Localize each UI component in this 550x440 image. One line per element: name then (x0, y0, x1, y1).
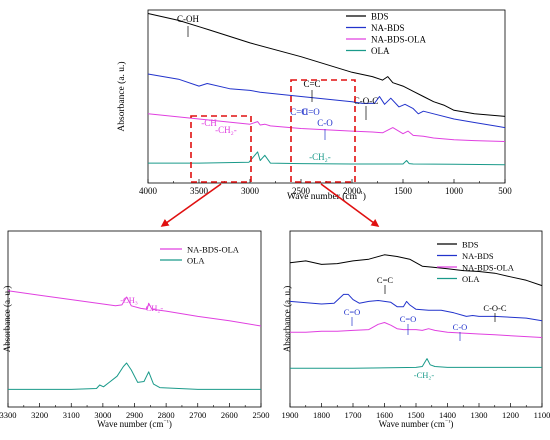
zoom-arrow-right (320, 183, 380, 227)
peak-annotation: C=O (400, 314, 417, 324)
x-tick-label: 1000 (445, 186, 464, 196)
x-tick-label: 1500 (394, 186, 413, 196)
peak-annotation: C=O (302, 107, 320, 117)
x-tick-label: 3200 (31, 410, 48, 420)
x-axis-label: Wave number (cm⁻¹) (97, 419, 172, 429)
legend-label: OLA (187, 255, 205, 265)
peak-annotation: C-OH (177, 14, 199, 24)
legend-label: BDS (371, 11, 389, 21)
chart-bottom-right-panel: 1900 1800 1700 1600 1500 1400 1300 1200 1100 Wave… (282, 230, 550, 429)
x-tick-label: 2600 (221, 410, 238, 420)
legend-label: BDS (462, 239, 479, 249)
x-tick-label: 3000 (241, 186, 260, 196)
x-tick-label: 1600 (376, 410, 393, 420)
x-tick-label: 500 (498, 186, 512, 196)
legend-label: NA-BDS-OLA (371, 34, 426, 44)
series-line-bds (289, 254, 543, 287)
series-line-ola (8, 362, 261, 390)
x-axis-label: Wave number (cm⁻¹) (287, 190, 366, 202)
peak-annotation: -CH (201, 118, 217, 128)
peak-annotation: -CH₃ (120, 295, 138, 305)
series-line-na-bds (147, 73, 506, 129)
x-tick-label: 3100 (63, 410, 80, 420)
legend-label: NA-BDS-OLA (462, 262, 515, 272)
x-tick-label: 2500 (292, 186, 311, 196)
x-tick-label: 1500 (408, 410, 425, 420)
peak-annotation: C-O (317, 118, 333, 128)
x-tick-label: 2000 (343, 186, 362, 196)
y-axis-label: Absorbance (a. u.) (282, 286, 292, 352)
peak-annotation: C=C (377, 275, 393, 285)
peak-annotation: -CH₂- (215, 125, 237, 135)
x-axis-label: Wave number (cm⁻¹) (379, 419, 454, 429)
y-axis-label: Absorbance (a. u.) (116, 61, 127, 131)
peak-annotation: C-O-C (354, 96, 379, 106)
peak-annotation: -CH₂- (414, 370, 435, 380)
legend-label: NA-BDS (371, 23, 405, 33)
x-tick-label: 1900 (282, 410, 299, 420)
x-tick-label: 1800 (313, 410, 330, 420)
peak-annotation: -CH₂- (309, 152, 331, 162)
series-line-na-bds-ola (7, 290, 262, 327)
legend-label: OLA (462, 274, 480, 284)
peak-annotation: -CH₂- (143, 303, 164, 313)
x-tick-label: 2900 (126, 410, 143, 420)
series-line-na-bds (289, 293, 543, 322)
peak-annotation: C-O-C (483, 303, 506, 313)
series-line-na-bds-ola (147, 113, 506, 142)
x-tick-label: 1100 (534, 410, 550, 420)
x-tick-label: 4000 (139, 186, 158, 196)
x-tick-label: 2700 (189, 410, 206, 420)
peak-annotation: C=C (303, 79, 320, 89)
legend-label: OLA (371, 46, 390, 56)
x-tick-label: 3000 (94, 410, 111, 420)
zoom-arrow-left (160, 183, 222, 227)
x-tick-label: 3500 (190, 186, 209, 196)
zoom-box-carbonyl-region (290, 79, 356, 183)
x-tick-label: 1200 (502, 410, 519, 420)
x-tick-label: 2800 (158, 410, 175, 420)
plot-frame (7, 230, 262, 408)
series-line-bds (147, 13, 506, 117)
series-line-ola (148, 151, 506, 166)
chart-bottom-left-panel: 3300 3200 3100 3000 2900 2800 2700 2600 2500 Wave… (0, 230, 270, 429)
series-line-ola (290, 358, 542, 369)
x-tick-label: 1700 (345, 410, 362, 420)
legend-label: NA-BDS (462, 251, 494, 261)
zoom-callouts (160, 79, 380, 227)
x-tick-label: 2500 (253, 410, 270, 420)
y-axis-label: Absorbance (a. u.) (2, 286, 12, 352)
chart-top-panel: 4000 3500 3000 2500 2000 1500 1000 500 Wave numb… (116, 9, 512, 202)
peak-annotation: C=O (344, 307, 361, 317)
x-tick-label: 3300 (0, 410, 17, 420)
zoom-box-ch-region (190, 115, 252, 183)
legend-label: NA-BDS-OLA (187, 244, 240, 254)
peak-annotation: C-O (453, 322, 468, 332)
series-line-na-bds-ola (290, 322, 543, 338)
x-tick-label: 1400 (439, 410, 456, 420)
peak-annotation: C=O (290, 107, 308, 117)
x-tick-label: 1300 (471, 410, 488, 420)
